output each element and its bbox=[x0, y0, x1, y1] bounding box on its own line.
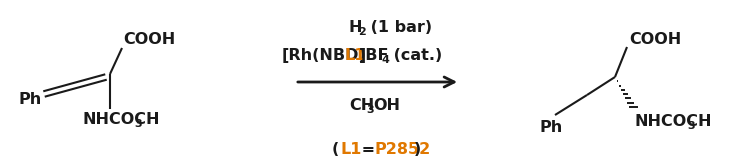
Text: ): ) bbox=[414, 141, 421, 156]
Text: 3: 3 bbox=[687, 121, 694, 131]
Text: H: H bbox=[349, 20, 362, 35]
Text: 3: 3 bbox=[134, 119, 142, 129]
Text: [Rh(NBD): [Rh(NBD) bbox=[282, 47, 367, 62]
Text: =: = bbox=[356, 141, 381, 156]
Text: L1: L1 bbox=[344, 47, 365, 62]
Text: 2: 2 bbox=[358, 27, 366, 37]
Text: (1 bar): (1 bar) bbox=[365, 20, 432, 35]
Text: COOH: COOH bbox=[629, 32, 681, 46]
Text: ]BF: ]BF bbox=[359, 47, 390, 62]
Text: 4: 4 bbox=[381, 55, 389, 65]
Text: L1: L1 bbox=[340, 141, 362, 156]
Text: P2852: P2852 bbox=[374, 141, 431, 156]
Text: Ph: Ph bbox=[539, 120, 562, 134]
Text: OH: OH bbox=[373, 98, 400, 113]
Text: COOH: COOH bbox=[123, 32, 176, 46]
Text: 3: 3 bbox=[366, 105, 373, 115]
Text: Ph: Ph bbox=[18, 92, 41, 107]
Text: NHCOCH: NHCOCH bbox=[82, 112, 159, 126]
Text: CH: CH bbox=[349, 98, 374, 113]
Text: (: ( bbox=[332, 141, 339, 156]
Text: NHCOCH: NHCOCH bbox=[635, 114, 713, 128]
Text: (cat.): (cat.) bbox=[388, 47, 442, 62]
